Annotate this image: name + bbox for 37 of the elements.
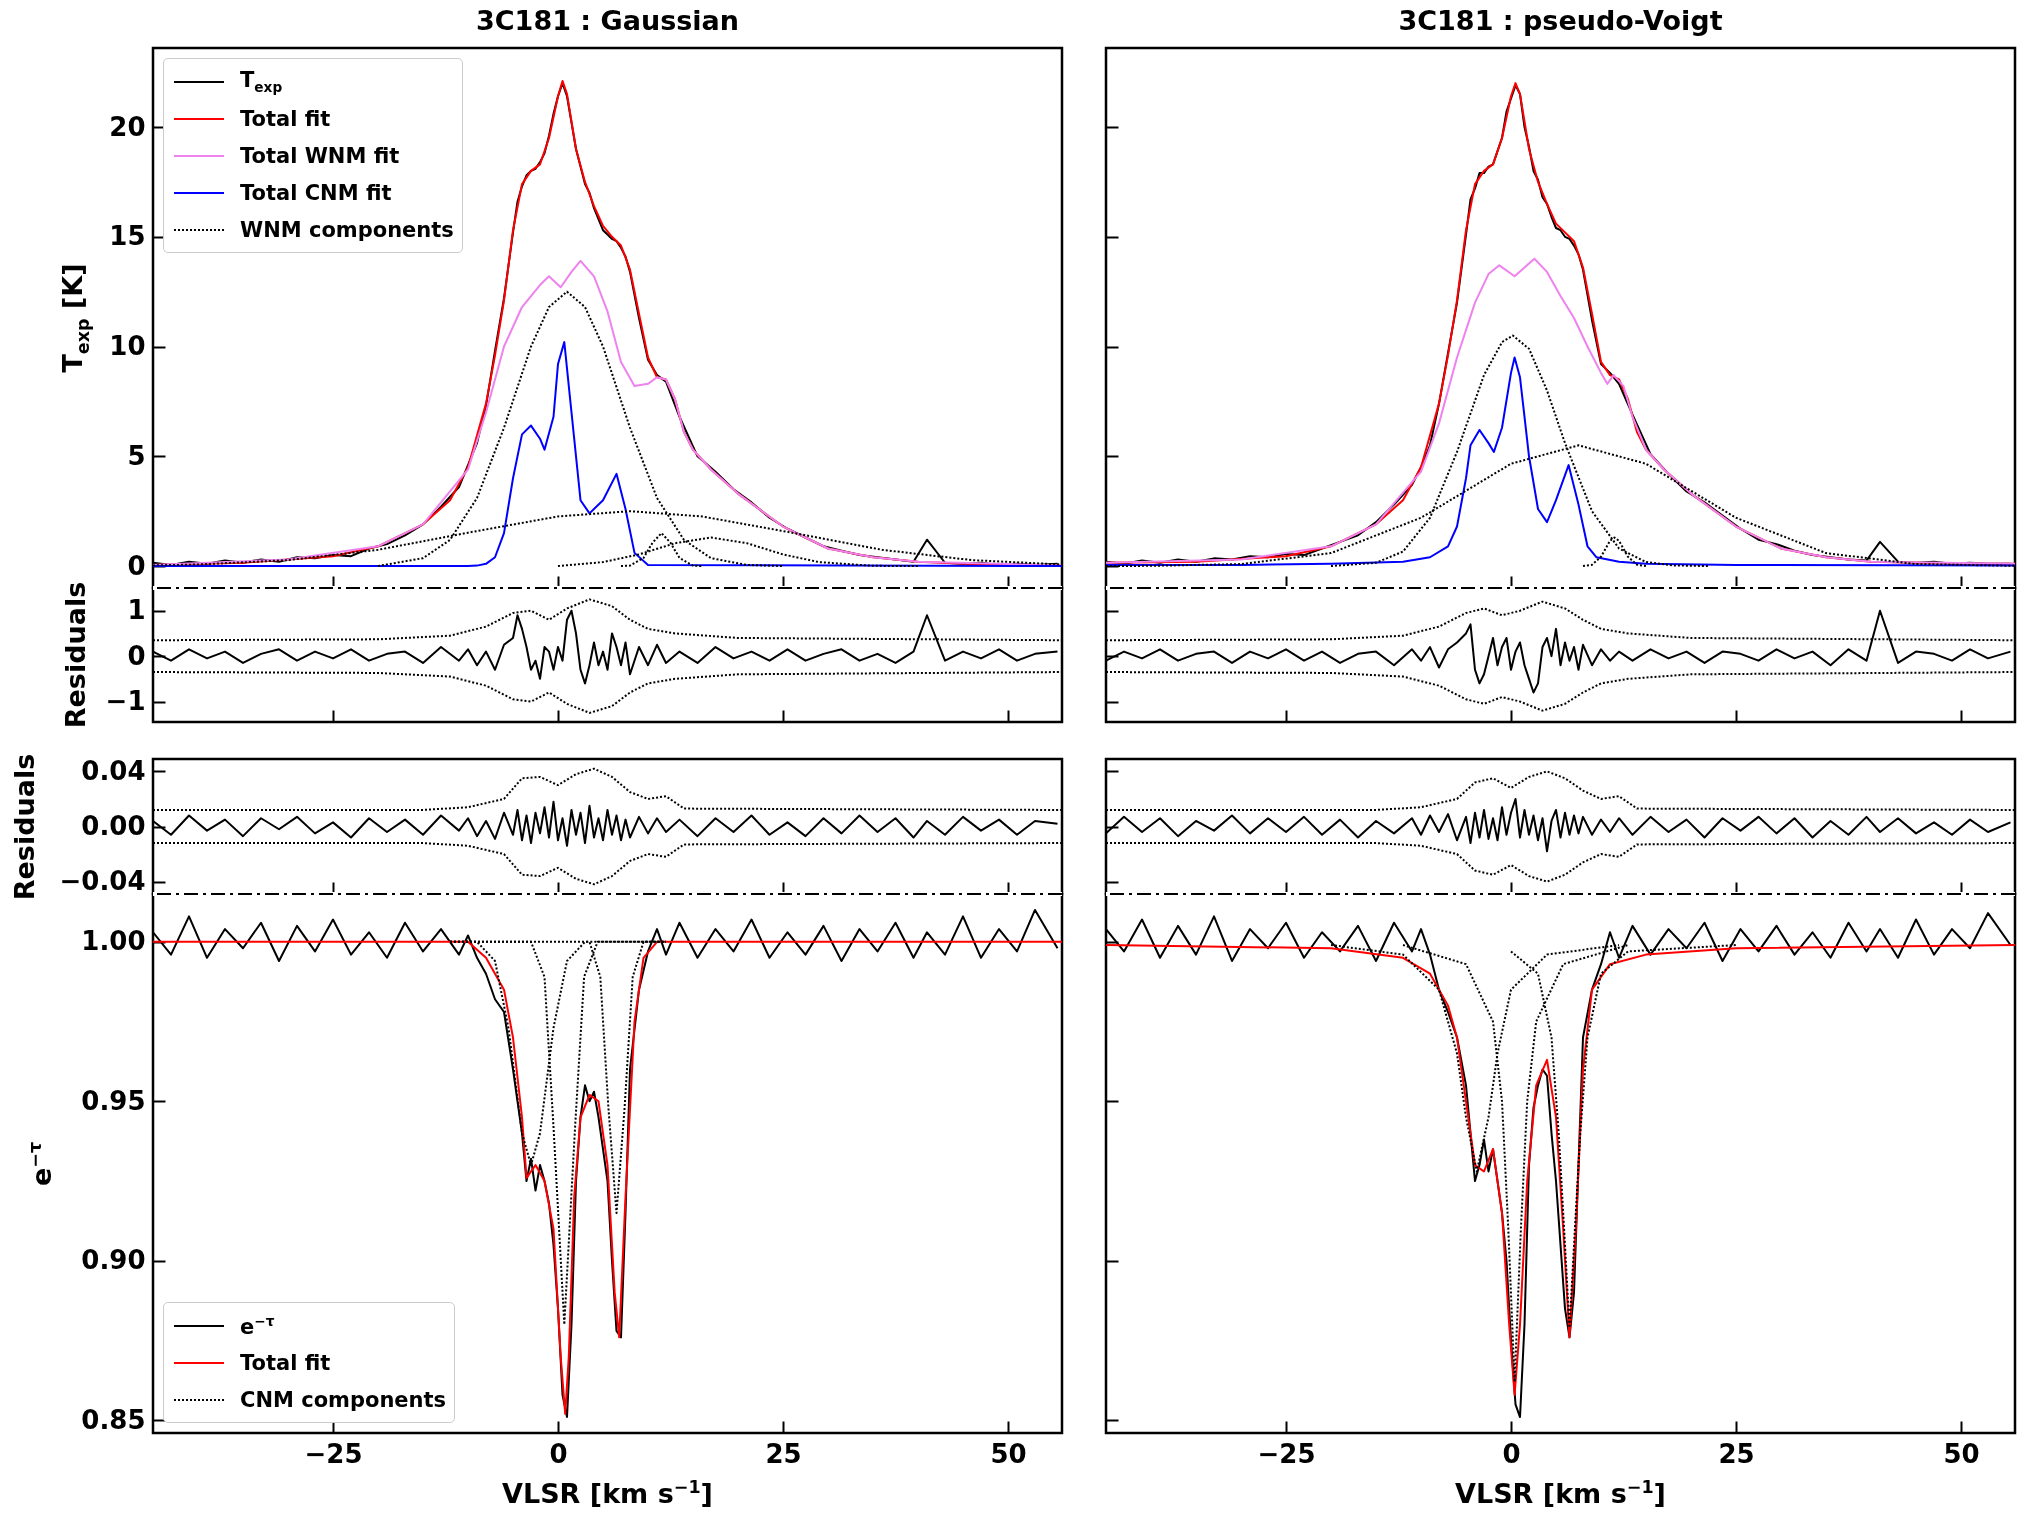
y-tick-label: −0.04: [59, 866, 146, 897]
chart-title: 3C181 : Gaussian: [476, 5, 739, 36]
x-tick-label: 25: [1718, 1438, 1755, 1469]
y-tick-label: −1: [105, 686, 146, 717]
x-axis-title: VLSR [km s$^{−1}$]: [1455, 1477, 1666, 1509]
y-tick-label: 0.90: [81, 1245, 146, 1276]
legend-label: e$^{−τ}$: [240, 1312, 275, 1339]
legend-label: WNM components: [240, 217, 454, 242]
x-axis-title: VLSR [km s$^{−1}$]: [502, 1477, 713, 1509]
y-tick-label: 1.00: [81, 926, 146, 957]
x-tick-label: 50: [1943, 1438, 1980, 1469]
y-tick-label: 5: [127, 440, 146, 471]
legend-label: Total fit: [240, 1350, 331, 1375]
y-tick-label: 0.04: [81, 755, 146, 786]
legend-label: Total fit: [240, 106, 331, 131]
y-tick-label: 0: [127, 550, 146, 581]
legend-label: T$_{exp}$: [240, 67, 283, 96]
y-tick-label: 15: [109, 221, 146, 252]
legend-label: Total CNM fit: [240, 180, 392, 205]
chart-title: 3C181 : pseudo-Voigt: [1398, 5, 1723, 36]
y-tick-label: 10: [109, 331, 146, 362]
y-tick-label: 1: [127, 595, 146, 626]
y-tick-label: 20: [109, 111, 146, 142]
x-tick-label: 50: [990, 1438, 1027, 1469]
y-tick-label: 0.85: [81, 1404, 146, 1435]
legend-label: Total WNM fit: [240, 143, 400, 168]
x-tick-label: 0: [1502, 1438, 1521, 1469]
x-tick-label: −25: [304, 1438, 363, 1469]
y-tick-label: 0: [127, 640, 146, 671]
y-axis-title: Residuals: [59, 581, 91, 729]
legend-label: CNM components: [240, 1387, 447, 1412]
y-tick-label: 0.95: [81, 1085, 146, 1116]
x-tick-label: −25: [1257, 1438, 1316, 1469]
y-axis-title: Residuals: [8, 753, 40, 900]
x-tick-label: 25: [765, 1438, 802, 1469]
y-tick-label: 0.00: [81, 811, 146, 841]
x-tick-label: 0: [549, 1438, 568, 1469]
